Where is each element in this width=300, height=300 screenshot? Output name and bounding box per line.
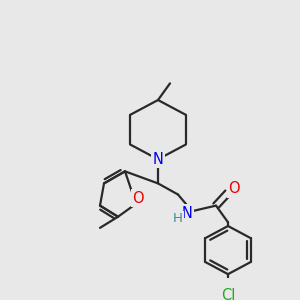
Text: Cl: Cl (221, 288, 235, 300)
Text: N: N (182, 206, 192, 220)
Text: H: H (173, 212, 183, 225)
Text: N: N (153, 152, 164, 167)
Text: O: O (228, 182, 240, 196)
Text: O: O (132, 191, 144, 206)
